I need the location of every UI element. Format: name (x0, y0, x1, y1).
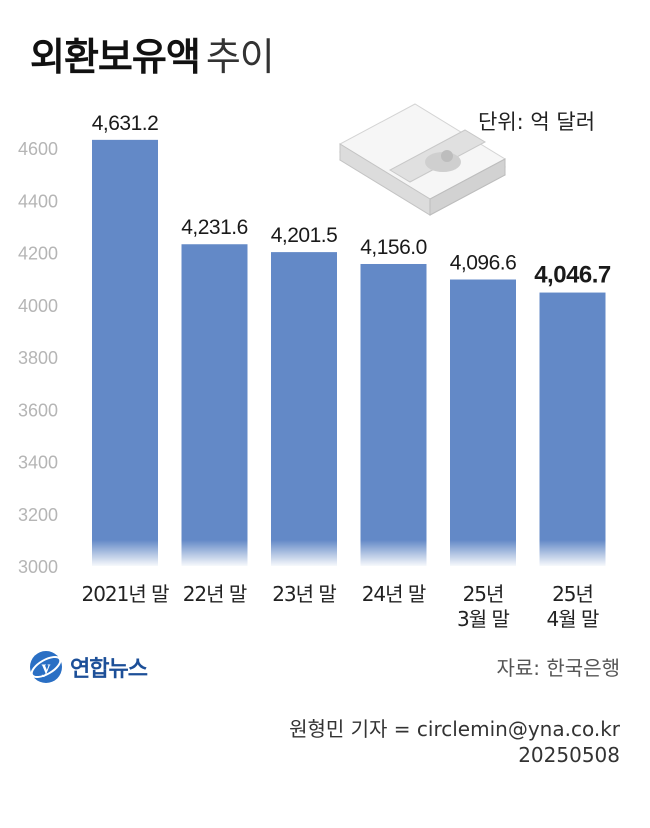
y-tick-label: 3400 (18, 453, 58, 473)
logo-text: 연합뉴스 (70, 657, 148, 682)
category-label: 2021년 말 (81, 582, 169, 606)
date-line: 20250508 (518, 743, 620, 767)
category-label: 25년 (463, 582, 504, 606)
value-label: 4,046.7 (534, 262, 611, 289)
value-label: 4,231.6 (181, 216, 248, 239)
bar-chart: 3000 3200 3400 3600 3800 4000 4200 4400 4600 4,6… (18, 112, 611, 631)
bar-fade (271, 540, 337, 566)
category-label: 3월 말 (457, 607, 509, 631)
yonhap-logo-icon: y (30, 651, 62, 683)
category-label: 24년 말 (362, 582, 426, 606)
svg-text:y: y (42, 657, 51, 677)
value-label: 4,096.6 (450, 252, 517, 275)
chart-title: 외환보유액 추이 (30, 26, 275, 81)
y-tick-label: 3600 (18, 400, 58, 420)
unit-label: 단위: 억 달러 (478, 110, 596, 134)
money-bundle-icon (338, 103, 507, 216)
y-tick-label: 3000 (18, 557, 58, 577)
credit: 원형민 기자 = circlemin@yna.co.kr 20250508 (289, 716, 620, 768)
bar (271, 252, 337, 566)
bar-fade (450, 540, 516, 566)
y-tick-label: 3800 (18, 348, 58, 368)
bar (539, 292, 606, 566)
bar (360, 263, 427, 566)
category-label: 4월 말 (547, 607, 599, 631)
y-tick-label: 4200 (18, 244, 58, 264)
value-label: 4,201.5 (271, 224, 338, 247)
title-sub: 추이 (205, 35, 275, 79)
reporter-line: 원형민 기자 = circlemin@yna.co.kr (289, 717, 620, 741)
category-label: 22년 말 (183, 582, 247, 606)
source-text: 자료: 한국은행 (496, 656, 621, 680)
title-main: 외환보유액 (30, 35, 201, 79)
bar-fade (92, 540, 158, 566)
y-tick-label: 4000 (18, 296, 58, 316)
yonhap-logo: y 연합뉴스 (28, 647, 148, 687)
y-tick-label: 4400 (18, 191, 58, 211)
bar (92, 139, 158, 566)
bar-fade (539, 540, 606, 566)
bar (181, 244, 248, 566)
bar-fade (360, 540, 427, 566)
y-tick-label: 3200 (18, 505, 58, 525)
category-label: 25년 (552, 582, 593, 606)
y-tick-label: 4600 (18, 139, 58, 159)
bar-fade (181, 540, 248, 566)
category-label: 23년 말 (272, 582, 336, 606)
value-label: 4,631.2 (92, 112, 159, 135)
value-label: 4,156.0 (360, 236, 427, 259)
bar (450, 279, 516, 566)
